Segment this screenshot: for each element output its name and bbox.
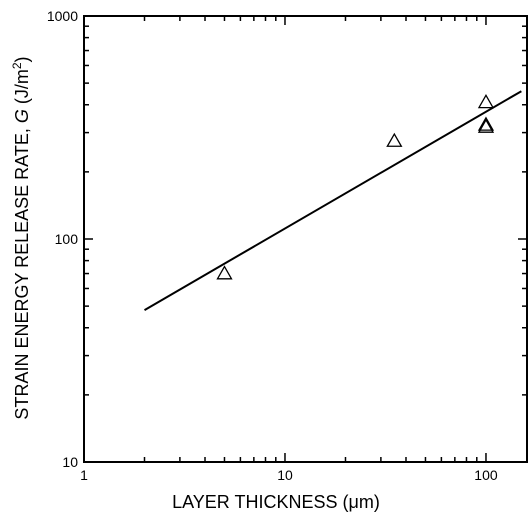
x-tick-label: 10 xyxy=(277,467,293,483)
x-tick-label: 1 xyxy=(80,467,88,483)
data-point xyxy=(386,132,403,147)
y-tick-label: 10 xyxy=(62,454,78,470)
data-point xyxy=(216,265,233,280)
data-point xyxy=(477,116,495,131)
plot-frame xyxy=(83,15,528,463)
data-point xyxy=(477,94,495,109)
y-axis-title: STRAIN ENERGY RELEASE RATE, G (J/m2) xyxy=(10,56,32,419)
axis-ticks xyxy=(83,15,527,463)
x-axis-title: LAYER THICKNESS (μm) xyxy=(172,492,380,512)
x-tick-label: 100 xyxy=(474,467,498,483)
plot-border xyxy=(83,15,528,463)
fit-line-layer xyxy=(144,90,522,311)
y-tick-label: 1000 xyxy=(47,8,78,24)
data-points xyxy=(216,94,495,280)
y-tick-label: 100 xyxy=(55,231,79,247)
data-point xyxy=(477,118,495,133)
fit-line xyxy=(144,90,522,311)
